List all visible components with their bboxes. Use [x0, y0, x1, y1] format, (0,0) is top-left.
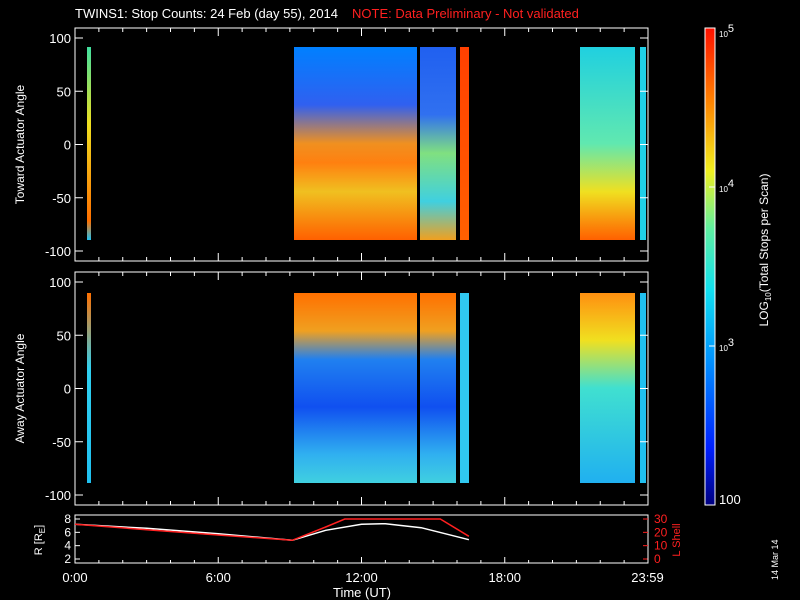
- date-stamp: 14 Mar 14: [770, 539, 780, 580]
- ephemeris-line-L: [74, 518, 470, 542]
- top-data-strip-6: [640, 47, 646, 240]
- xtick-label: 18:00: [488, 570, 521, 585]
- top-ytick-label: 100: [49, 31, 71, 46]
- ephemeris-line-R: [74, 522, 470, 542]
- top-data-strip-2: [294, 47, 417, 240]
- top-ylabel: Toward Actuator Angle: [13, 84, 27, 204]
- colorbar-label: LOG10(Total Stops per Scan): [757, 174, 773, 327]
- ephemeris-ylabel-left: R [RE]: [33, 525, 47, 555]
- bottom-ytick-label: 0: [64, 382, 71, 397]
- xtick-label: 6:00: [206, 570, 231, 585]
- bottom-data-strip-4: [460, 293, 469, 483]
- colorbar-tick-label: 100: [719, 492, 741, 507]
- xlabel: Time (UT): [333, 585, 391, 600]
- bottom-heatmap: [87, 293, 646, 483]
- bottom-data-strip-1: [87, 293, 91, 483]
- xtick-label: 23:59: [631, 570, 664, 585]
- xtick-label: 0:00: [62, 570, 87, 585]
- colorbar-ticks: 105 104 103 100: [709, 23, 741, 507]
- top-ytick-label: -50: [52, 191, 71, 206]
- ephemeris-ytick-left: 4: [64, 539, 71, 553]
- ephemeris-ytick-right: 0: [654, 552, 661, 566]
- ephemeris-lines: [74, 518, 470, 542]
- bottom-data-strip-2: [294, 293, 417, 483]
- bottom-ytick-label: -100: [45, 488, 71, 503]
- bottom-data-strip-3: [420, 293, 456, 483]
- colorbar-tick-label: 104: [719, 178, 734, 194]
- colorbar: [704, 27, 716, 506]
- ephemeris-ytick-left: 8: [64, 512, 71, 526]
- top-ytick-label: 0: [64, 138, 71, 153]
- ephemeris-ytick-right: 30: [654, 512, 668, 526]
- top-data-strip-5: [580, 47, 635, 240]
- bottom-data-strip-5: [580, 293, 635, 483]
- xtick-label: 12:00: [345, 570, 378, 585]
- bottom-ytick-label: 50: [57, 328, 71, 343]
- bottom-ytick-label: -50: [52, 435, 71, 450]
- top-data-strip-4: [460, 47, 469, 240]
- bottom-ytick-label: 100: [49, 275, 71, 290]
- ephemeris-ytick-right: 20: [654, 525, 668, 539]
- title-note: NOTE: Data Preliminary - Not validated: [352, 6, 579, 21]
- top-data-strip-3: [420, 47, 456, 240]
- top-heatmap: [87, 47, 646, 240]
- top-ytick-label: 50: [57, 84, 71, 99]
- top-data-strip-1: [87, 47, 91, 240]
- ephemeris-ytick-left: 2: [64, 552, 71, 566]
- bottom-ylabel: Away Actuator Angle: [13, 333, 27, 443]
- ephemeris-ylabel-right: L Shell: [671, 523, 683, 556]
- title-main: TWINS1: Stop Counts: 24 Feb (day 55), 20…: [75, 6, 339, 21]
- chart-title: TWINS1: Stop Counts: 24 Feb (day 55), 20…: [75, 6, 579, 21]
- ephemeris-panel-frame: [74, 514, 649, 564]
- top-ytick-label: -100: [45, 244, 71, 259]
- ephemeris-ytick-right: 10: [654, 539, 668, 553]
- colorbar-tick-label: 103: [719, 337, 734, 353]
- colorbar-tick-label: 105: [719, 23, 734, 39]
- ephemeris-ytick-left: 6: [64, 525, 71, 539]
